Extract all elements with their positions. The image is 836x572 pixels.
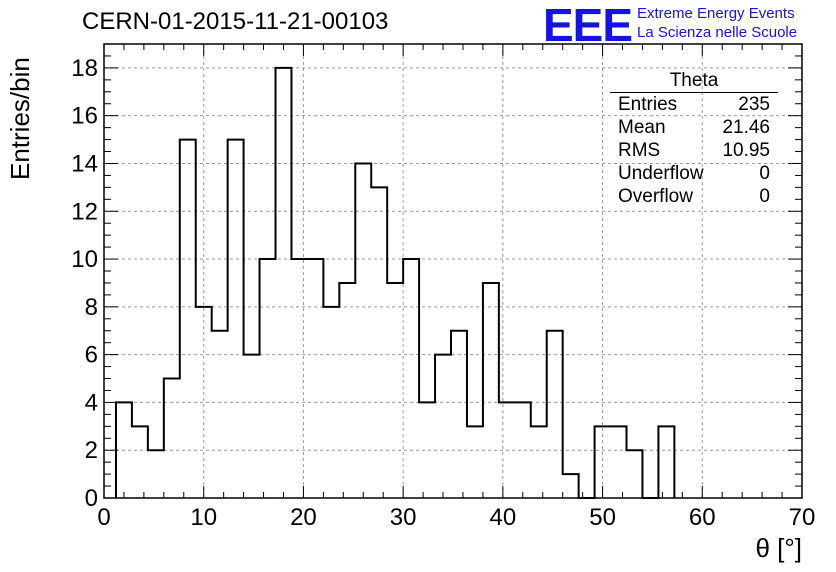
histogram-outline <box>114 66 676 499</box>
histogram-bin <box>228 140 244 498</box>
x-tick-label: 20 <box>290 504 317 531</box>
histogram-bin <box>148 450 164 498</box>
y-tick-label: 14 <box>71 150 98 177</box>
histogram-bin <box>260 259 276 498</box>
histogram-bin <box>244 355 260 498</box>
histogram-bin <box>355 163 371 498</box>
x-tick-label: 10 <box>190 504 217 531</box>
histogram-bin <box>451 331 467 498</box>
histogram-bin <box>515 402 531 498</box>
histogram-bin <box>339 283 355 498</box>
y-tick-label: 4 <box>85 389 98 416</box>
eee-tagline-line1: Extreme Energy Events <box>637 5 795 22</box>
stats-row-entries: Entries 235 <box>610 93 778 116</box>
y-tick-label: 16 <box>71 103 98 130</box>
x-tick-label: 40 <box>490 504 517 531</box>
x-tick-label: 70 <box>789 504 816 531</box>
histogram-bin <box>419 402 435 498</box>
histogram-bin <box>547 331 563 498</box>
histogram-bin <box>307 259 323 498</box>
histogram-bin <box>611 426 627 498</box>
eee-logo: EEE <box>543 0 633 51</box>
stats-title: Theta <box>610 70 778 93</box>
histogram-bin <box>371 187 387 498</box>
stats-value: 21.46 <box>722 117 770 138</box>
y-tick-label: 10 <box>71 246 98 273</box>
stats-value: 0 <box>759 186 770 207</box>
histogram-bin <box>435 355 451 498</box>
stats-label: Mean <box>618 117 666 138</box>
histogram-bin <box>658 426 674 498</box>
stats-label: Underflow <box>618 163 704 184</box>
histogram-bin <box>212 331 228 498</box>
histogram-bin <box>276 68 292 498</box>
stats-row-rms: RMS 10.95 <box>610 139 778 162</box>
stats-label: RMS <box>618 140 661 161</box>
x-tick-label: 30 <box>390 504 417 531</box>
histogram-bin <box>132 426 148 498</box>
histogram-bin <box>483 283 499 498</box>
x-tick-label: 50 <box>589 504 616 531</box>
y-tick-label: 0 <box>85 485 98 512</box>
histogram-bin <box>323 307 339 498</box>
x-tick-label: 0 <box>97 504 110 531</box>
stats-label: Entries <box>618 94 678 115</box>
histogram-bin <box>467 426 483 498</box>
stats-value: 10.95 <box>722 140 770 161</box>
stats-row-overflow: Overflow 0 <box>610 185 778 208</box>
stats-label: Overflow <box>618 186 693 207</box>
histogram-bin <box>291 259 307 498</box>
stats-value: 235 <box>738 94 770 115</box>
eee-tagline-line2: La Scienza nelle Scuole <box>637 24 798 41</box>
histogram-bin <box>563 474 579 498</box>
y-tick-label: 6 <box>85 342 98 369</box>
eee-tagline: Extreme Energy Events La Scienza nelle S… <box>637 4 797 42</box>
y-tick-label: 8 <box>85 294 98 321</box>
histogram-bin <box>403 259 419 498</box>
y-axis-label: Entries/bin <box>5 57 35 180</box>
stats-value: 0 <box>759 163 770 184</box>
stats-box: Theta Entries 235 Mean 21.46 RMS 10.95 U… <box>610 70 778 208</box>
histogram-bin <box>531 426 547 498</box>
stats-row-underflow: Underflow 0 <box>610 162 778 185</box>
x-tick-label: 60 <box>689 504 716 531</box>
histogram-bin <box>196 307 212 498</box>
histogram-bin <box>387 283 403 498</box>
y-tick-label: 12 <box>71 198 98 225</box>
histogram-bin <box>164 379 180 498</box>
y-tick-label: 2 <box>85 437 98 464</box>
x-axis-label: θ [°] <box>755 533 802 563</box>
histogram-bin <box>180 140 196 498</box>
y-tick-label: 18 <box>71 55 98 82</box>
stats-row-mean: Mean 21.46 <box>610 116 778 139</box>
histogram-bin <box>627 450 643 498</box>
plot-title: CERN-01-2015-11-21-00103 <box>82 8 389 35</box>
